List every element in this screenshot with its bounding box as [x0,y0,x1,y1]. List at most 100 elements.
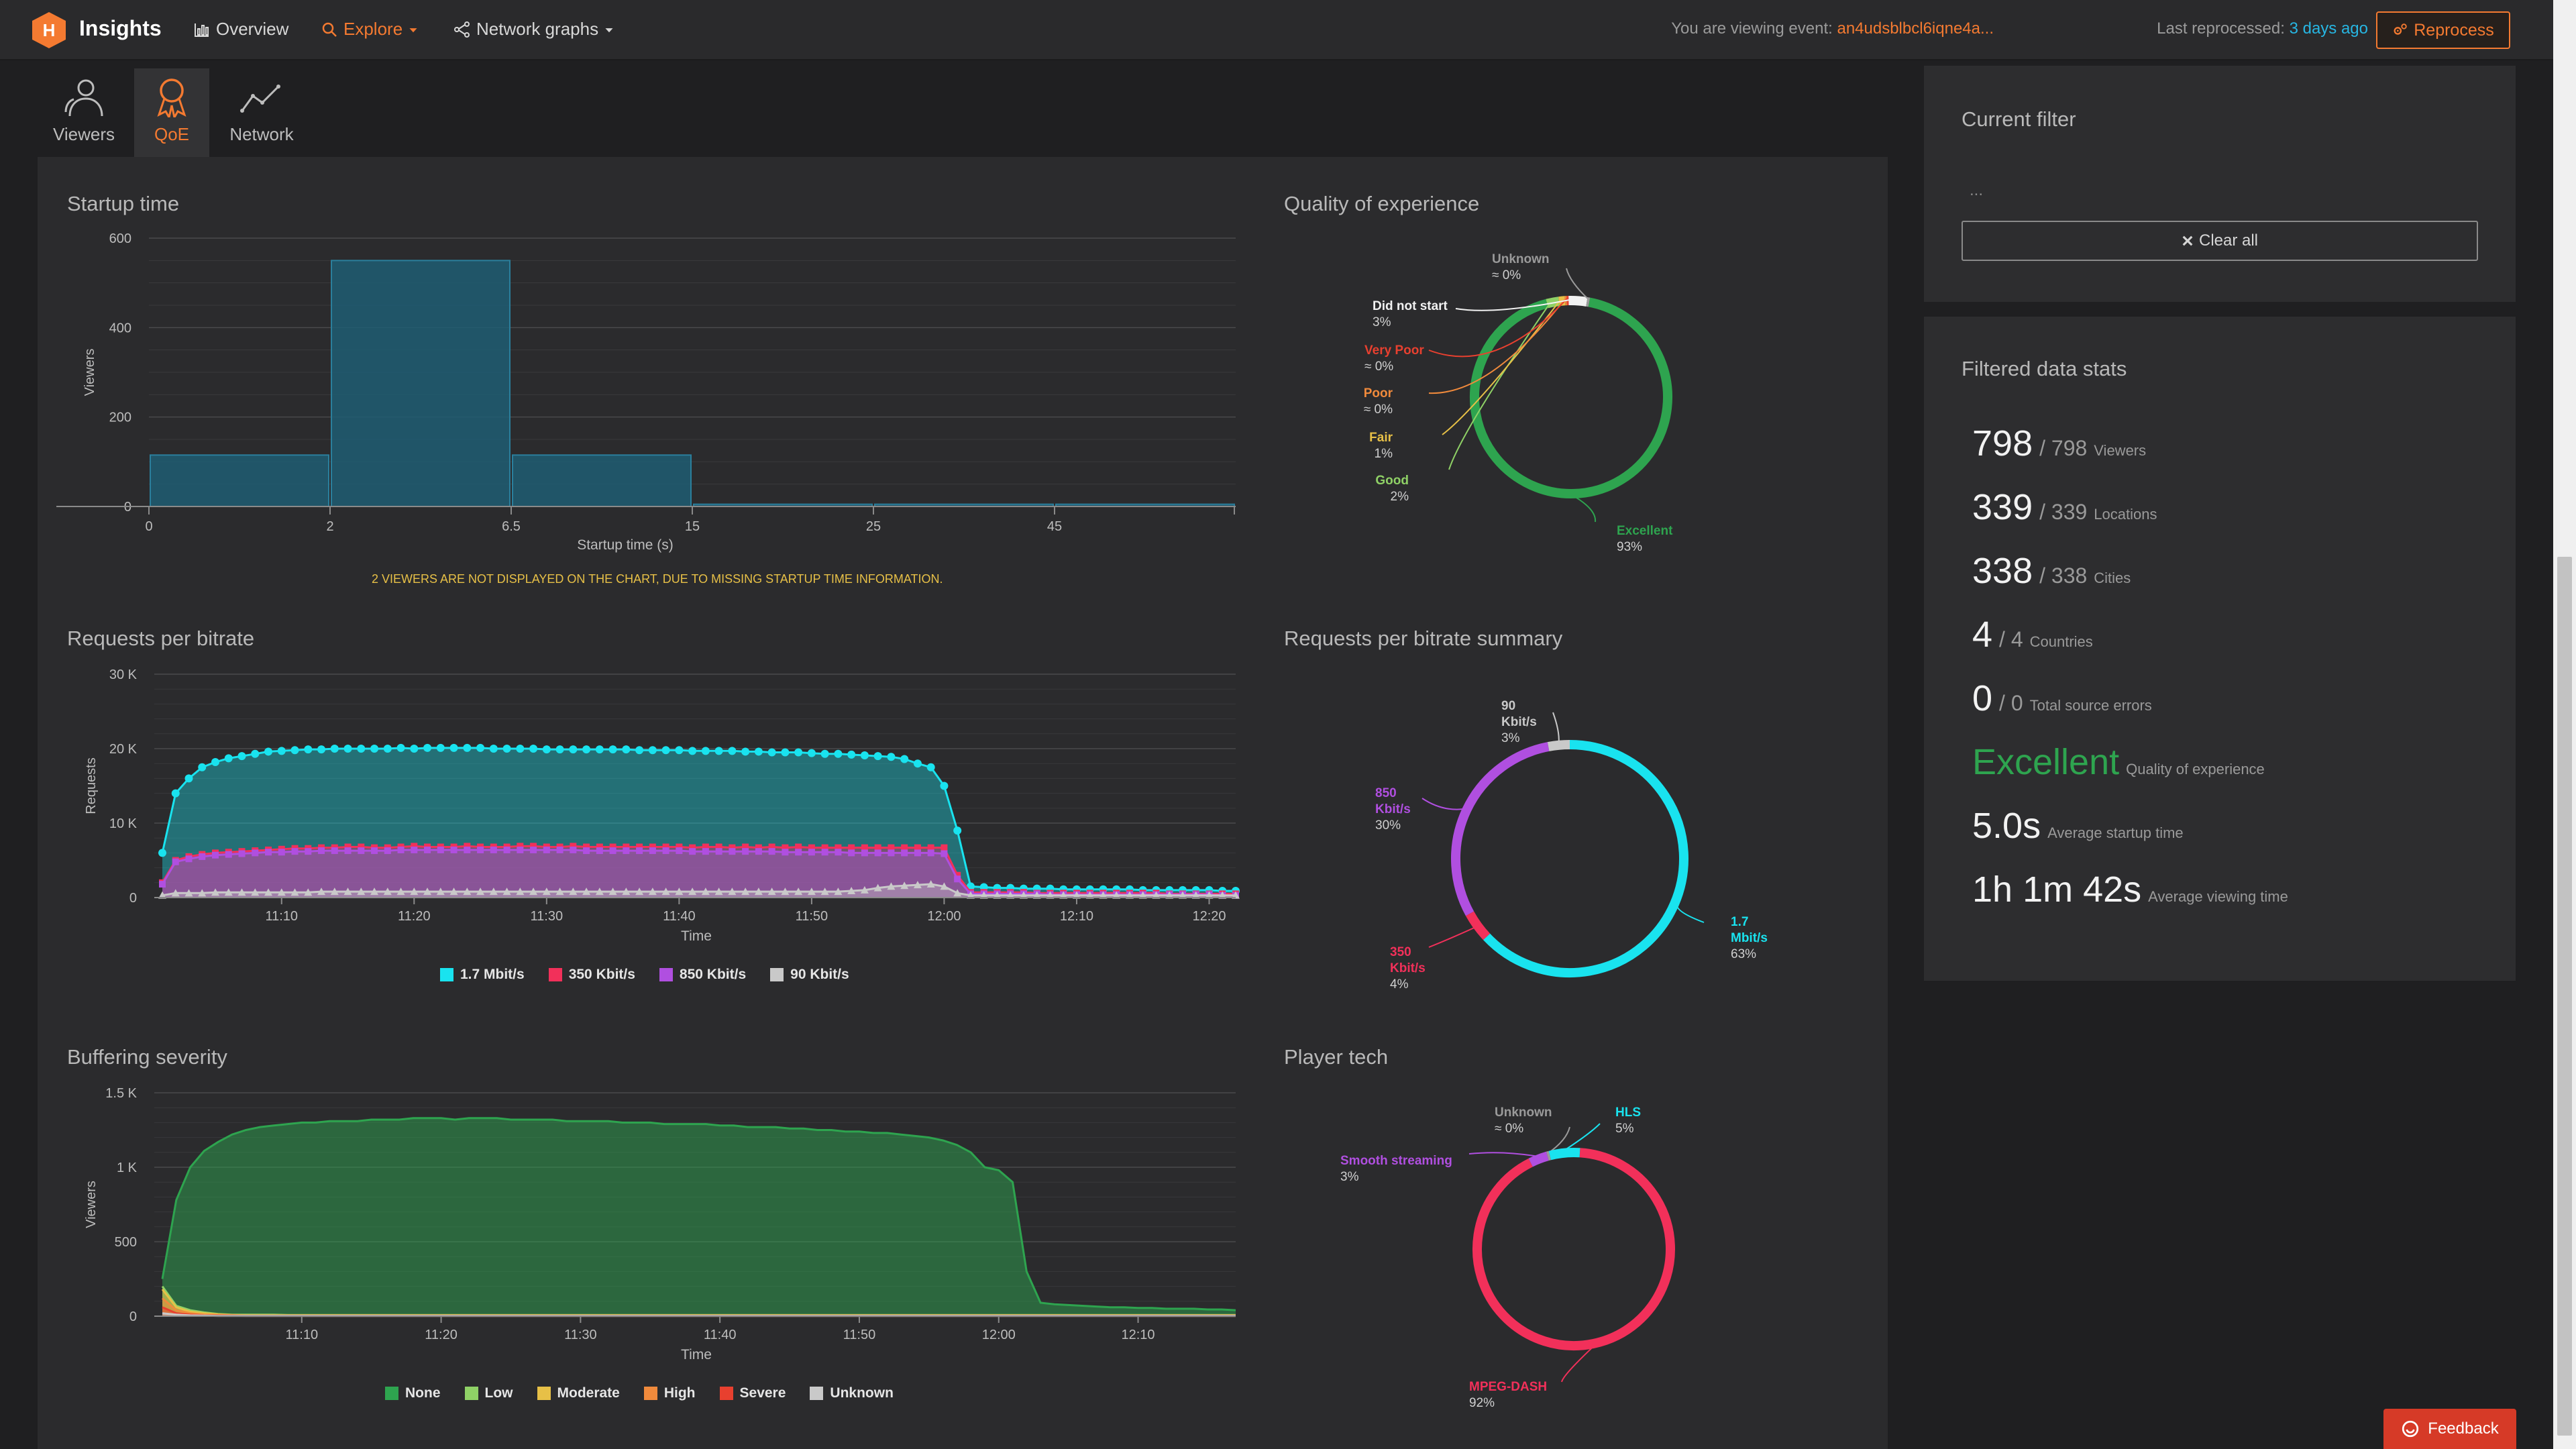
data-point [901,849,908,857]
feedback-button[interactable]: Feedback [2383,1409,2516,1449]
x-tick-label: 6.5 [502,519,521,534]
event-id-link[interactable]: an4udsblbcl6iqne4a... [1837,19,1994,38]
data-point [874,849,881,857]
stat-row: 798/ 798 Viewers [1972,423,2146,464]
viewing-label: You are viewing event: [1671,19,1833,38]
data-point [873,883,882,892]
stat-label: Cities [2094,570,2131,586]
data-point [238,850,246,857]
stat-row: 1h 1m 42s Average viewing time [1972,869,2288,910]
award-ribbon-icon [157,78,186,117]
scrollbar-thumb[interactable] [2557,557,2572,1436]
stat-label: Countries [2029,633,2093,650]
nav-explore[interactable]: Explore [321,19,419,40]
legend-item[interactable]: 1.7 Mbit/s [440,967,525,983]
data-point [835,849,842,856]
series-area [162,747,1236,898]
legend-item[interactable]: 850 Kbit/s [659,967,746,983]
caret-down-icon [409,28,417,32]
x-axis-label: Time [681,928,712,944]
tab-network[interactable]: Network [221,68,302,157]
y-tick-label: 10 K [109,816,138,831]
requests-summary-title: Requests per bitrate summary [1284,627,1563,650]
data-point [688,888,697,896]
tab-qoe[interactable]: QoE [134,68,209,157]
y-tick-label: 200 [109,411,131,425]
data-point [729,848,736,855]
data-point [900,881,909,890]
x-tick-label: 0 [145,519,152,534]
legend-item[interactable]: None [385,1385,441,1401]
slice-percent: 4% [1390,977,1409,991]
data-point [781,748,790,757]
data-point [808,849,815,856]
data-point [596,847,603,855]
data-point [517,846,524,853]
nav-network-graphs[interactable]: Network graphs [453,19,614,40]
legend-item[interactable]: 350 Kbit/s [548,967,635,983]
leader-line [1574,496,1597,523]
legend-item[interactable]: Low [464,1385,513,1401]
data-point [211,757,220,766]
x-tick-label: 12:00 [927,909,961,924]
data-point [224,754,233,763]
data-point [383,745,392,753]
slice-label: Unknown [1492,252,1550,266]
stat-value: 0 [1972,678,1993,718]
legend-item[interactable]: High [643,1385,696,1401]
legend-item[interactable]: 90 Kbit/s [770,967,849,983]
data-point [649,843,656,851]
data-point [887,753,896,761]
nav-overview[interactable]: Overview [193,19,288,40]
data-point [542,888,551,896]
x-tick-label: 11:40 [663,909,696,924]
filtered-stats-panel [1924,317,2516,981]
data-point [993,891,1002,899]
legend-item[interactable]: Moderate [537,1385,620,1401]
data-point [874,844,881,851]
tab-viewers[interactable]: Viewers [47,68,121,157]
data-point [689,848,696,855]
data-point [370,745,379,753]
legend-swatch [537,1387,551,1400]
data-point [953,826,962,835]
legend-item[interactable]: Unknown [810,1385,894,1401]
users-icon [64,79,103,117]
slice-percent: 3% [1501,731,1520,745]
reprocess-button[interactable]: Reprocess [2376,11,2510,49]
data-point [158,849,166,857]
legend-swatch [548,968,562,981]
y-tick-label: 20 K [109,742,138,757]
data-point [503,846,511,853]
legend-swatch [385,1387,398,1400]
data-point [767,748,776,757]
data-point [661,746,670,755]
y-tick-label: 400 [109,321,131,335]
data-point [502,888,511,896]
data-point [714,888,723,896]
data-point [873,752,882,761]
filter-placeholder: ... [1970,181,1984,199]
data-point [1178,891,1187,899]
data-point [410,745,419,753]
data-point [424,846,431,853]
data-point [343,888,352,896]
histogram-bar [150,454,329,508]
data-point [1032,891,1041,899]
legend-item[interactable]: Severe [719,1385,786,1401]
data-point [344,843,352,851]
data-point [171,889,180,897]
data-point [609,847,616,855]
slice-label: 1.7 [1731,915,1748,929]
data-point [742,843,749,851]
data-point [741,747,750,756]
legend-swatch [719,1387,733,1400]
clear-all-button[interactable]: Clear all [1962,221,2478,261]
slice-label: Unknown [1495,1106,1552,1120]
filtered-stats-title: Filtered data stats [1962,357,2127,380]
data-point [330,745,339,753]
data-point [834,888,843,896]
data-point [1046,891,1055,899]
insights-logo-icon[interactable]: H [31,11,67,49]
series-area [162,850,1236,898]
